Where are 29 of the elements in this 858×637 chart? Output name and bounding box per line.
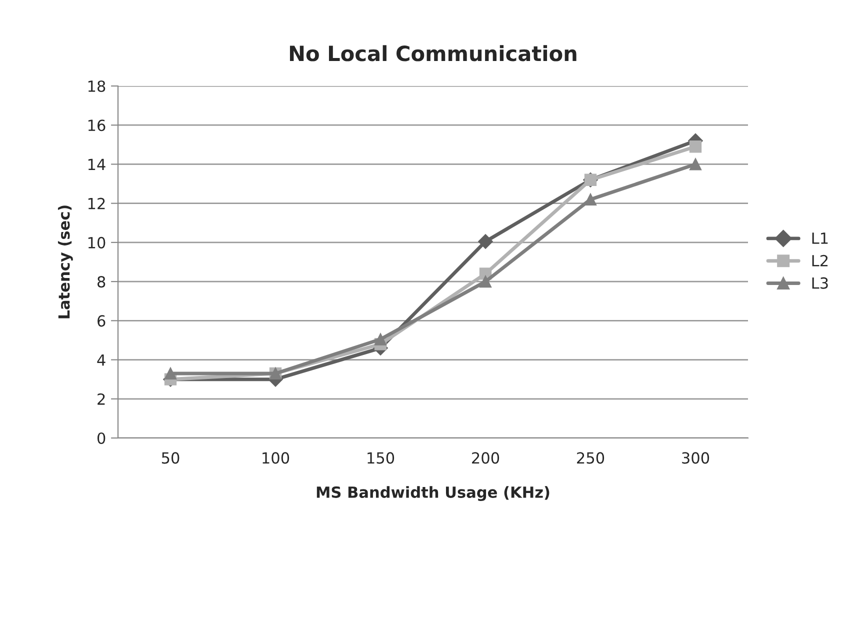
point xyxy=(164,367,177,380)
y-tick-label: 6 xyxy=(98,315,106,327)
y-tick-label: 4 xyxy=(97,354,106,366)
y-tick-label: 10 xyxy=(88,236,106,248)
point xyxy=(479,275,492,288)
legend-label: L3 xyxy=(812,277,828,289)
y-tick-label: 8 xyxy=(98,276,106,288)
legend-label: L2 xyxy=(812,254,828,266)
x-tick-label: 50 xyxy=(162,452,180,464)
point xyxy=(689,158,702,170)
y-tick-label: 16 xyxy=(88,120,106,132)
point xyxy=(584,193,597,206)
chart-title: No Local Communication xyxy=(290,45,576,62)
y-axis-title: Latency (sec) xyxy=(58,206,73,318)
point xyxy=(689,140,702,153)
x-tick-label: 100 xyxy=(262,452,290,464)
y-tick-label: 18 xyxy=(88,80,106,92)
x-tick-label: 150 xyxy=(368,452,394,464)
x-tick-label: 250 xyxy=(577,452,604,464)
x-axis-title: MS Bandwidth Usage (KHz) xyxy=(316,486,550,502)
legend-label: L1 xyxy=(812,232,828,244)
y-tick-label: 12 xyxy=(88,198,105,210)
point xyxy=(478,234,493,249)
y-tick-label: 0 xyxy=(97,432,106,444)
x-tick-label: 300 xyxy=(682,452,710,464)
y-tick-label: 14 xyxy=(88,158,106,170)
x-tick-label: 200 xyxy=(472,452,500,464)
point xyxy=(374,333,387,346)
y-tick-label: 2 xyxy=(98,393,105,405)
